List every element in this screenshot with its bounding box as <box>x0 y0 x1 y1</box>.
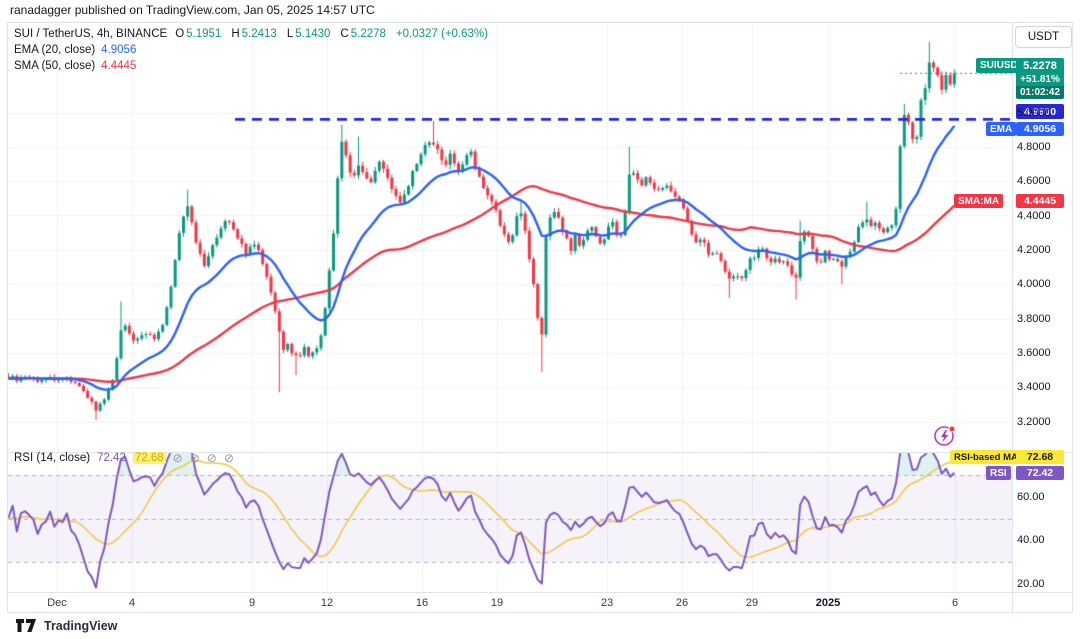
tradingview-logo-icon <box>16 619 36 632</box>
footer-brand[interactable]: TradingView <box>16 619 117 633</box>
rsi-tick: 60.00 <box>1017 490 1045 503</box>
rsi-axis-label-value: 72.42 <box>1016 466 1064 480</box>
time-tick: Dec <box>47 597 67 609</box>
high-label: H <box>231 28 240 40</box>
ema-axis-label-name: EMA <box>986 122 1017 136</box>
rsi-delete-icon[interactable]: ⊘ <box>206 451 217 465</box>
rsi-legend: RSI (14, close) 72.42 72.68 ⊘ ⊘ ⊘ ⊘ <box>14 451 234 465</box>
time-tick: 26 <box>675 597 689 609</box>
sma-legend-value: 4.4445 <box>101 60 137 72</box>
low-value: 5.1430 <box>295 28 331 40</box>
low-label: L <box>286 28 294 40</box>
rsi-legend-label[interactable]: RSI (14, close) <box>14 452 91 464</box>
rsi-tick: 40.00 <box>1017 534 1045 547</box>
tradingview-brand-text: TradingView <box>44 619 118 633</box>
price-tick: 3.4000 <box>1017 381 1051 394</box>
change-percent-value: +51.81% <box>1016 73 1064 86</box>
time-tick: 9 <box>248 597 256 609</box>
open-value: 5.1951 <box>186 28 222 40</box>
rsi-legend-value: 72.42 <box>97 452 126 464</box>
quick-trade-flash-icon[interactable] <box>933 424 957 448</box>
change-value: +0.0327 (+0.63%) <box>395 28 488 40</box>
sma-axis-label-value: 4.4445 <box>1016 194 1064 208</box>
price-axis-separator <box>1012 22 1013 612</box>
pane-separator[interactable] <box>7 452 1073 453</box>
time-tick: 12 <box>320 597 334 609</box>
price-line-label[interactable]: 4.9600 <box>1016 104 1064 119</box>
price-tick: 4.2000 <box>1017 243 1051 256</box>
bar-countdown: 01:02:42 <box>1016 86 1064 99</box>
symbol-price-label[interactable]: SUIUSDT <box>976 58 1028 73</box>
sma-legend-label[interactable]: SMA (50, close) <box>14 60 96 72</box>
rsi-ma-axis-label-name: RSI-based MA <box>950 450 1022 464</box>
rsi-more-icon[interactable]: ⊘ <box>223 451 234 465</box>
time-tick: 29 <box>745 597 759 609</box>
time-tick: 2025 <box>815 597 841 609</box>
price-tick: 4.4000 <box>1017 209 1051 222</box>
symbol-price-block[interactable]: 5.2278 +51.81% 01:02:42 <box>1016 58 1064 99</box>
currency-toggle-button[interactable]: USDT <box>1015 26 1072 48</box>
open-label: O <box>175 28 185 40</box>
last-price-value: 5.2278 <box>1016 58 1064 73</box>
price-tick: 4.0000 <box>1017 278 1051 291</box>
time-tick: 6 <box>951 597 959 609</box>
main-legend: SUI / TetherUS, 4h, BINANCE O 5.1951 H 5.2… <box>14 27 490 75</box>
close-value: 5.2278 <box>350 28 386 40</box>
time-tick: 16 <box>415 597 429 609</box>
ema-legend-value: 4.9056 <box>101 44 137 56</box>
close-label: C <box>340 28 349 40</box>
rsi-settings-icon[interactable]: ⊘ <box>189 451 200 465</box>
rsi-ma-legend-value: 72.68 <box>132 452 166 464</box>
price-tick: 3.8000 <box>1017 312 1051 325</box>
symbol-title[interactable]: SUI / TetherUS, 4h, BINANCE <box>14 28 168 40</box>
time-axis-separator <box>7 592 1073 593</box>
price-tick: 4.6000 <box>1017 175 1051 188</box>
published-header: ranadagger published on TradingView.com,… <box>10 3 375 17</box>
price-tick: 4.8000 <box>1017 140 1051 153</box>
price-tick: 3.6000 <box>1017 346 1051 359</box>
sma-axis-label-name: SMA:MA <box>954 194 1004 208</box>
rsi-axis-label-name: RSI <box>986 466 1011 480</box>
ema-legend-label[interactable]: EMA (20, close) <box>14 44 96 56</box>
rsi-ma-axis-label-value: 72.68 <box>1016 450 1064 464</box>
ema-axis-label-value: 4.9056 <box>1016 122 1064 136</box>
time-tick: 19 <box>490 597 504 609</box>
time-tick: 4 <box>128 597 136 609</box>
rsi-hide-icon[interactable]: ⊘ <box>172 451 183 465</box>
high-value: 5.2413 <box>241 28 277 40</box>
time-tick: 23 <box>600 597 614 609</box>
price-tick: 5.0000 <box>1017 106 1051 119</box>
rsi-tick: 20.00 <box>1017 577 1045 590</box>
price-tick: 3.2000 <box>1017 415 1051 428</box>
